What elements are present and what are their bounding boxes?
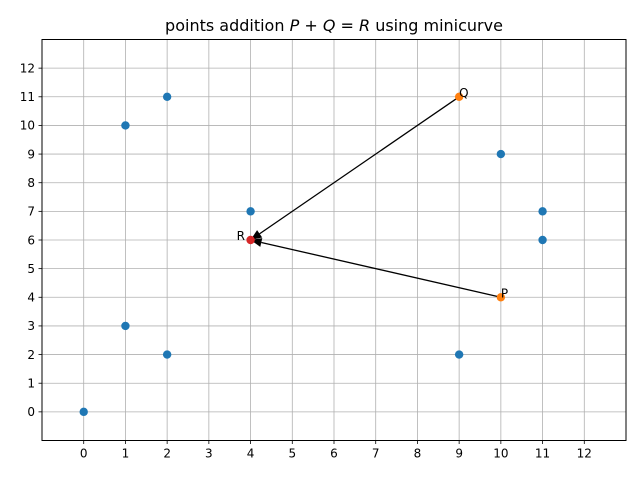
- data-point: [162, 92, 172, 101]
- y-tick-label: 9: [27, 147, 35, 161]
- data-point: [454, 92, 464, 101]
- y-tick-label: 7: [27, 205, 35, 219]
- x-tick-label: 3: [205, 447, 213, 461]
- data-point: [454, 350, 464, 359]
- x-axis-ticks: 0 1 2 3 4 5 6 7 8 9 10 11 12: [80, 440, 592, 461]
- y-tick-label: 8: [27, 176, 35, 190]
- x-tick-label: 5: [288, 447, 296, 461]
- title-math-3: =: [335, 16, 359, 35]
- x-tick-label: 2: [163, 447, 171, 461]
- y-tick-label: 2: [27, 348, 35, 362]
- grid: [42, 39, 626, 441]
- x-tick-label: 8: [414, 447, 422, 461]
- data-point: [538, 207, 547, 216]
- y-tick-label: 5: [27, 262, 35, 276]
- data-point: [121, 321, 130, 331]
- data-point: [496, 293, 506, 302]
- data-point: [246, 207, 255, 216]
- title-math-4: R: [359, 16, 370, 35]
- title-suffix: using minicurve: [370, 16, 503, 35]
- y-tick-label: 12: [20, 61, 35, 75]
- y-tick-label: 11: [20, 90, 35, 104]
- point-label-R: R: [237, 229, 245, 243]
- point-label-P: P: [501, 286, 508, 300]
- y-tick-label: 1: [27, 377, 35, 391]
- data-point: [79, 407, 88, 417]
- y-tick-label: 10: [20, 119, 35, 133]
- x-tick-label: 6: [330, 447, 338, 461]
- data-point: [246, 235, 255, 245]
- arrow-shaft: [259, 96, 460, 235]
- x-tick-label: 0: [80, 447, 88, 461]
- x-tick-label: 9: [455, 447, 463, 461]
- data-point: [538, 235, 547, 245]
- y-tick-label: 3: [27, 319, 35, 333]
- arrow-shaft: [261, 241, 502, 298]
- title-math-0: P: [290, 16, 300, 35]
- x-tick-label: 7: [372, 447, 380, 461]
- y-tick-label: 4: [27, 291, 35, 305]
- title-text: points addition: [165, 16, 290, 35]
- annotations: Q P R: [237, 86, 509, 300]
- x-tick-label: 11: [535, 447, 550, 461]
- title-math-2: Q: [323, 16, 336, 35]
- x-tick-label: 4: [247, 447, 255, 461]
- x-tick-label: 10: [493, 447, 508, 461]
- title-math-1: +: [299, 16, 323, 35]
- data-points: [79, 92, 547, 417]
- data-point: [496, 149, 506, 159]
- data-point: [162, 350, 172, 359]
- x-tick-label: 1: [122, 447, 130, 461]
- y-tick-label: 6: [27, 233, 35, 247]
- chart-title: points addition P + Q = R using minicurv…: [165, 16, 503, 35]
- x-tick-label: 12: [577, 447, 592, 461]
- point-label-Q: Q: [459, 86, 468, 100]
- y-tick-label: 0: [27, 405, 35, 419]
- data-point: [121, 121, 130, 130]
